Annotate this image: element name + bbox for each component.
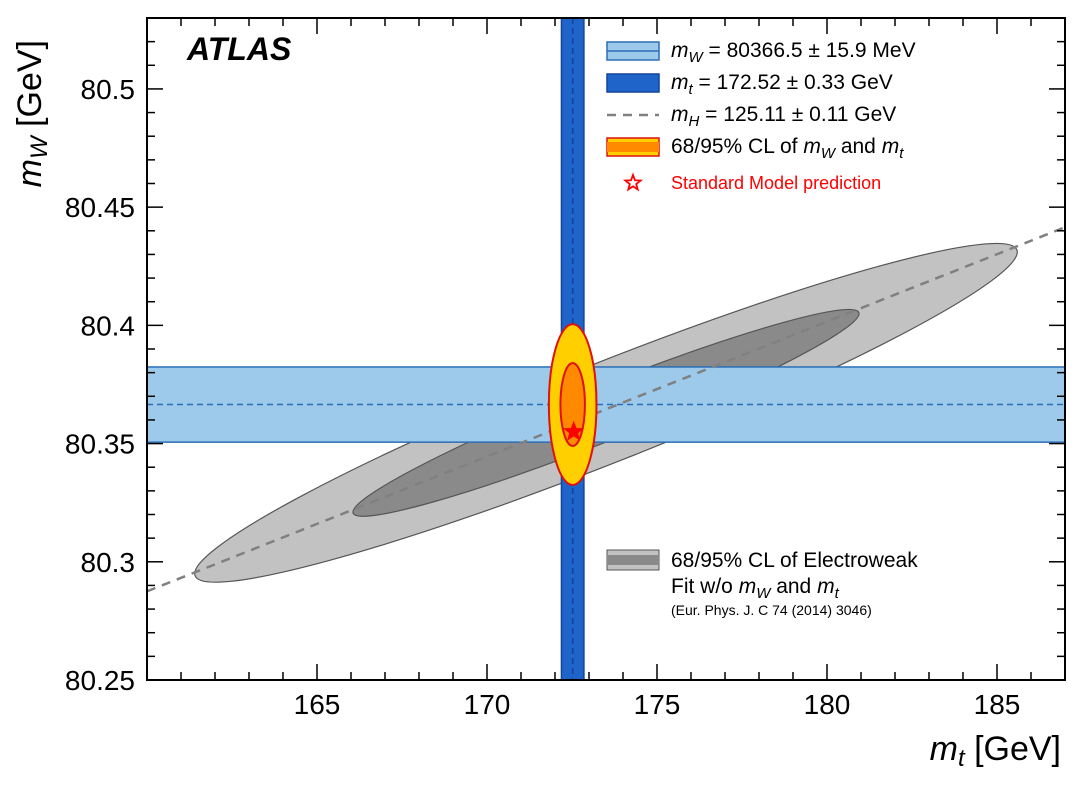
legend-cl: 68/95% CL of mW and mt (671, 135, 904, 162)
x-tick-label: 165 (294, 689, 341, 720)
legend-sm: Standard Model prediction (671, 173, 881, 193)
x-tick-label: 170 (464, 689, 511, 720)
y-tick-label: 80.4 (81, 310, 136, 341)
y-tick-label: 80.25 (65, 665, 135, 696)
x-tick-label: 175 (634, 689, 681, 720)
legend-ewfit-ref: (Eur. Phys. J. C 74 (2014) 3046) (671, 602, 872, 618)
atlas-label: ATLAS (186, 31, 292, 67)
y-tick-label: 80.35 (65, 429, 135, 460)
legend-ewfit-1: 68/95% CL of Electroweak (671, 549, 918, 572)
y-tick-label: 80.5 (81, 74, 136, 105)
y-tick-label: 80.3 (81, 547, 136, 578)
y-axis-title: mW [GeV] (11, 40, 53, 187)
legend-entry: mt = 172.52 ± 0.33 GeV (671, 71, 893, 98)
x-tick-label: 185 (974, 689, 1021, 720)
legend-entry: mW = 80366.5 ± 15.9 MeV (671, 39, 916, 66)
physics-chart: 165 170 175 180 185 80.25 80.3 80.35 80.4 80.45 80… (0, 0, 1085, 786)
legend-entry: mH = 125.11 ± 0.11 GeV (671, 103, 896, 130)
legend-ewfit-2: Fit w/o mW and mt (671, 575, 840, 602)
y-tick-label: 80.45 (65, 192, 135, 223)
x-tick-label: 180 (804, 689, 851, 720)
x-axis-title: mt [GeV] (930, 730, 1061, 772)
chart-container: 165 170 175 180 185 80.25 80.3 80.35 80.4 80.45 80… (0, 0, 1085, 786)
